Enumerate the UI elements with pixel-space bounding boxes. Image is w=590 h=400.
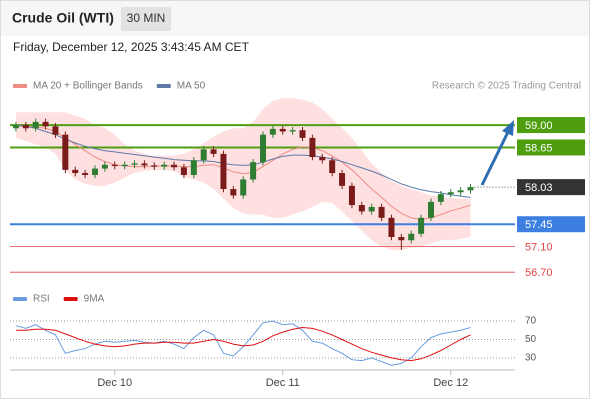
y-tick-label: 50 <box>525 334 537 345</box>
level-label: 57.45 <box>525 219 553 231</box>
candle-body <box>457 190 464 193</box>
candle-body <box>259 134 266 163</box>
candle-body <box>32 121 39 129</box>
y-tick-label: 30 <box>525 353 537 364</box>
candle-body <box>398 237 405 241</box>
candle-body <box>240 179 247 196</box>
candle-body <box>131 163 138 165</box>
level-label: 59.00 <box>525 120 553 132</box>
candle-body <box>467 187 474 191</box>
candle-body <box>427 201 434 218</box>
legend-swatch <box>63 297 78 301</box>
candle-body <box>52 126 59 135</box>
candle-body <box>171 164 178 168</box>
candle-body <box>348 185 355 206</box>
source: Research © 2025 Trading Central <box>432 81 581 92</box>
level-box <box>517 117 585 134</box>
title: Crude Oil (WTI) <box>12 10 114 26</box>
level-box <box>517 139 585 156</box>
rsi-line <box>15 320 471 366</box>
legend-swatch <box>13 297 27 301</box>
candle-body <box>210 149 217 154</box>
legend-label: RSI <box>33 294 50 305</box>
candle-body <box>151 165 158 167</box>
candle-body <box>200 149 207 161</box>
candle-body <box>250 162 257 180</box>
candle-body <box>358 205 365 212</box>
candle-body <box>339 173 346 186</box>
legend-label: MA 20 + Bollinger Bands <box>33 81 143 92</box>
legend-swatch <box>13 84 27 88</box>
candle-body <box>101 164 108 169</box>
candle-body <box>447 192 454 195</box>
candle-body <box>82 173 89 175</box>
level-label: 57.10 <box>525 242 553 254</box>
level-box <box>517 179 585 196</box>
timeframe-badge <box>121 7 171 31</box>
candle-body <box>62 134 69 170</box>
candle-body <box>190 160 197 175</box>
level-label: 58.03 <box>525 182 553 194</box>
candle-body <box>12 125 19 129</box>
candle-body <box>329 160 336 174</box>
rsi-line <box>15 326 471 362</box>
x-tick-label: Dec 10 <box>97 377 132 389</box>
candle-body <box>368 206 375 212</box>
legend-swatch <box>156 84 171 88</box>
candle-body <box>388 217 395 238</box>
candle-body <box>408 233 415 241</box>
candle-body <box>121 164 128 167</box>
candle-body <box>269 128 276 135</box>
x-tick-label: Dec 11 <box>266 377 300 389</box>
candle-body <box>378 206 385 218</box>
candle-body <box>309 137 316 158</box>
candle-body <box>289 130 296 132</box>
level-box <box>517 216 585 233</box>
candle-body <box>220 153 227 190</box>
y-tick-label: 70 <box>525 316 537 327</box>
candle-body <box>42 121 49 127</box>
candle-body <box>72 169 79 174</box>
x-tick-label: Dec 12 <box>433 377 468 389</box>
header-bg <box>1 1 589 36</box>
ma-line <box>15 125 471 221</box>
candle-body <box>141 163 148 166</box>
legend-label: 9MA <box>84 294 105 305</box>
candle-body <box>161 164 168 167</box>
level-label: 56.70 <box>525 267 553 279</box>
arrow <box>480 131 510 186</box>
datetime: Friday, December 12, 2025 3:43:45 AM CET <box>13 40 250 54</box>
candle-body <box>299 130 306 138</box>
candle-body <box>22 125 29 129</box>
candle-body <box>91 168 98 175</box>
candle-body <box>418 217 425 234</box>
candle-body <box>319 157 326 161</box>
level-label: 58.65 <box>525 142 553 154</box>
candle-body <box>230 189 237 196</box>
arrow-head <box>502 120 514 136</box>
candle-body <box>180 167 187 175</box>
candle-body <box>279 128 286 132</box>
candle-body <box>437 194 444 202</box>
legend-label: MA 50 <box>177 81 206 92</box>
ma-line <box>15 124 471 198</box>
timeframe: 30 MIN <box>127 11 166 25</box>
candle-body <box>111 164 118 167</box>
